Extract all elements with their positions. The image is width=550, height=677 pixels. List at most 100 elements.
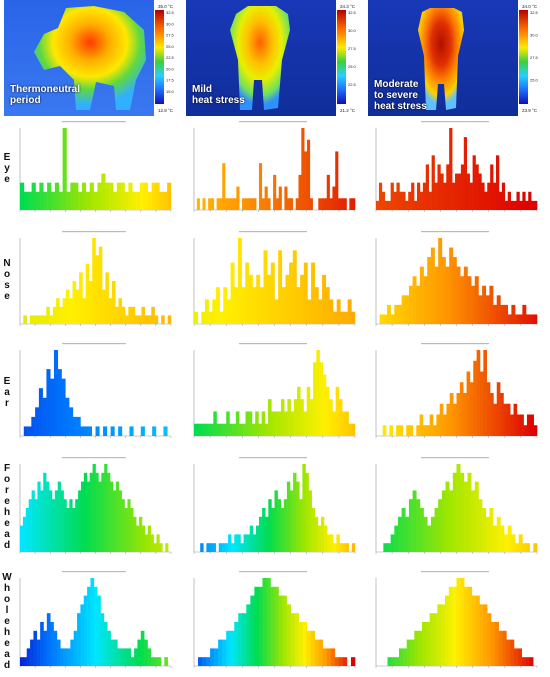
histogram-bar — [405, 295, 410, 324]
histogram-bar — [63, 648, 68, 666]
histogram-bar — [225, 198, 229, 210]
histogram-bar — [118, 490, 122, 552]
condition-label: Moderate to severe heat stress — [374, 79, 427, 112]
histogram-bar — [138, 315, 142, 324]
histogram-bar — [507, 525, 512, 552]
thermal-image: 35.0 °C 12.8 °C 32.5 30.0 27.5 25.0 22.5 20.0 17… — [4, 0, 182, 116]
histogram-bar — [446, 403, 451, 436]
histogram-bar — [289, 490, 294, 552]
histogram-bar — [427, 525, 432, 552]
histogram-bar — [463, 266, 468, 324]
histogram-bar — [266, 578, 271, 666]
histogram-bar — [65, 397, 70, 436]
histogram-bar — [305, 472, 309, 552]
histogram-bar — [72, 281, 77, 324]
histogram-bar — [311, 508, 316, 552]
histogram-bar — [43, 191, 48, 210]
histogram-header-text — [62, 457, 126, 459]
histogram-bar — [285, 274, 290, 324]
row-label-letter: h — [3, 507, 11, 518]
histogram-bar — [278, 250, 283, 324]
histogram-bar — [298, 622, 303, 666]
histogram-bar — [130, 508, 134, 552]
scale-tick-label: 32.5 — [530, 10, 539, 15]
histogram-bar — [194, 311, 198, 324]
histogram-bar — [262, 508, 266, 552]
histogram-bar — [456, 266, 461, 324]
histogram-bar — [284, 411, 288, 436]
histogram-header-text — [62, 231, 126, 233]
histogram-bar — [460, 164, 465, 210]
histogram-bar — [49, 490, 53, 552]
histogram-bar — [342, 411, 346, 436]
histogram-bar — [457, 173, 462, 210]
histogram-bar — [476, 350, 481, 436]
histogram-bar — [320, 516, 325, 552]
histogram-bar — [504, 200, 509, 210]
scale-tick-label: 32.5 — [348, 10, 357, 15]
histogram-bar — [27, 191, 32, 210]
histogram-bar — [194, 423, 198, 436]
histogram-bar — [500, 304, 505, 324]
histogram-bar — [334, 657, 340, 666]
histogram-bar — [342, 657, 348, 666]
histogram-bar — [409, 425, 414, 436]
histogram-bar — [275, 198, 280, 210]
histogram-bar — [484, 191, 488, 210]
histogram-bar — [105, 182, 110, 210]
histogram-bar — [519, 200, 523, 210]
histogram-bar — [399, 425, 404, 436]
histogram-bar — [278, 595, 283, 666]
thermal-image: 34.3 °C 21.2 °C 32.5 30.0 27.5 25.0 22.5 — [186, 0, 364, 116]
histogram-bar — [383, 543, 388, 552]
histogram-bar — [529, 314, 534, 324]
histogram-bar — [230, 198, 234, 210]
histogram-bar — [155, 182, 160, 210]
histogram-bar — [84, 426, 89, 436]
histogram-header-text — [421, 121, 489, 123]
histogram-bar — [521, 657, 526, 666]
histogram-bar — [401, 295, 406, 324]
histogram-bar — [504, 534, 509, 552]
histogram-bar — [274, 490, 278, 552]
histogram-bar — [95, 472, 99, 552]
histogram-svg — [193, 231, 356, 326]
row-label-letter: E — [3, 151, 11, 163]
histogram-bar — [475, 595, 480, 666]
histogram-bar — [482, 508, 487, 552]
histogram-bar — [455, 173, 459, 210]
histogram-bar — [235, 411, 240, 436]
histogram-bar — [336, 299, 341, 324]
histogram-bar — [513, 403, 518, 436]
histogram-bar — [301, 128, 305, 210]
histogram-bar — [95, 426, 100, 436]
histogram-bar — [246, 604, 251, 666]
histogram-bar — [250, 198, 254, 210]
histogram-bar — [69, 499, 73, 552]
histogram-bar — [85, 191, 90, 210]
histogram-svg — [19, 457, 172, 554]
histogram-bar — [352, 198, 356, 210]
histogram-bar — [98, 481, 102, 552]
histogram-bar — [140, 182, 145, 210]
histogram-bar — [78, 191, 83, 210]
row-label-letter: e — [4, 291, 10, 302]
histogram-svg — [375, 121, 538, 212]
histogram-bar — [460, 578, 465, 666]
histogram-bar — [449, 128, 453, 210]
histogram-bar — [434, 266, 439, 324]
histogram-bar — [506, 403, 511, 436]
histogram-bar — [474, 481, 479, 552]
histogram-bar — [517, 648, 522, 666]
histogram-svg — [19, 571, 172, 668]
histogram-bar — [210, 423, 214, 436]
histogram-bar — [516, 414, 521, 436]
histogram-svg — [375, 231, 538, 326]
histogram-bar — [348, 423, 353, 436]
temperature-scale-bar — [519, 10, 528, 104]
histogram-bar — [245, 262, 250, 324]
histogram-bar — [449, 393, 454, 436]
histogram-header-text — [239, 457, 307, 459]
histogram-bar — [283, 499, 288, 552]
